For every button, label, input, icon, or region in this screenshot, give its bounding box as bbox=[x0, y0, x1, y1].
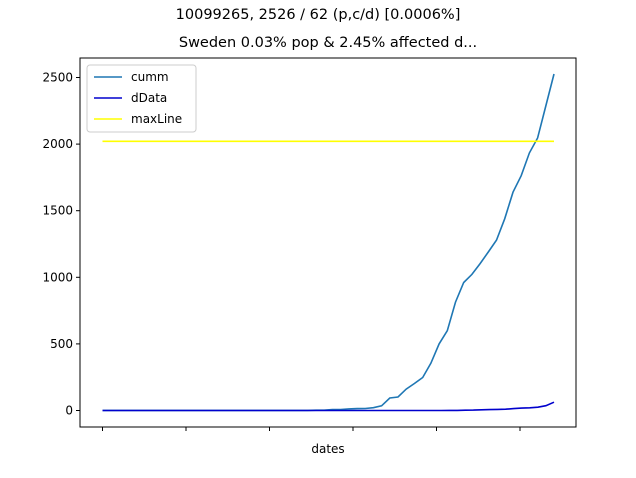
chart-title: Sweden 0.03% pop & 2.45% affected d... bbox=[178, 35, 478, 51]
legend-label-maxline: maxLine bbox=[131, 112, 182, 126]
y-axis: 0 500 1000 1500 2000 2500 bbox=[42, 71, 80, 418]
y-tick-label: 500 bbox=[50, 337, 73, 351]
series-line-ddata bbox=[102, 401, 555, 412]
legend: cumm dData maxLine bbox=[86, 64, 197, 133]
y-tick-label: 2000 bbox=[42, 137, 73, 151]
axes-frame bbox=[79, 57, 577, 428]
x-axis bbox=[102, 427, 521, 431]
x-axis-label: dates bbox=[311, 442, 344, 456]
y-tick-label: 0 bbox=[65, 404, 73, 418]
plot-area bbox=[102, 73, 555, 412]
legend-frame bbox=[86, 64, 197, 133]
y-tick-label: 1500 bbox=[42, 204, 73, 218]
legend-label-ddata: dData bbox=[131, 91, 167, 105]
figure-suptitle: 10099265, 2526 / 62 (p,c/d) [0.0006%] bbox=[175, 7, 461, 23]
y-tick-label: 1000 bbox=[42, 270, 73, 284]
legend-label-cumm: cumm bbox=[131, 70, 169, 84]
y-tick-label: 2500 bbox=[42, 71, 73, 85]
